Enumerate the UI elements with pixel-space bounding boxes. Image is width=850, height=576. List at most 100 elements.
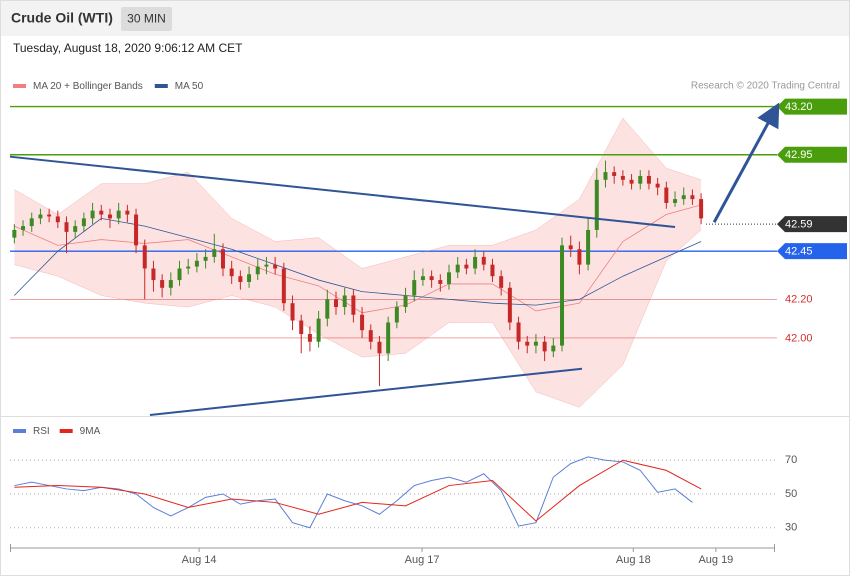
series-line [14,456,693,529]
level-box [777,216,847,233]
candle-body [264,264,269,267]
candle-body [525,341,530,346]
level-box [777,243,847,260]
candle-body [186,266,191,269]
candle-body [229,268,234,277]
candle-body [281,268,286,304]
candle-body [307,334,312,342]
bollinger-upper [14,117,702,269]
candle-body [612,172,617,176]
candle-body [603,172,608,180]
candle-body [620,175,625,180]
x-tick-label: Aug 17 [405,554,440,566]
candle-body [473,256,478,269]
candle-body [81,218,86,227]
level-label: 43.20 [785,101,813,113]
candle-body [38,214,43,219]
x-tick-label: Aug 19 [698,554,733,566]
level-label: 42.20 [785,294,813,306]
title: Crude Oil (WTI) [11,10,113,26]
candle-body [499,276,504,288]
legend-label: MA 20 + Bollinger Bands [33,81,143,92]
legend-label: RSI [33,426,50,437]
y-tick-label: 70 [785,454,797,466]
y-tick-label: 50 [785,488,797,500]
candle-body [412,280,417,296]
trendline [9,155,676,229]
credit: Research © 2020 Trading Central [691,81,840,92]
level-label: 42.00 [785,332,813,344]
candle-body [99,210,104,215]
level-box [777,146,847,163]
candle-body [316,318,321,342]
candle-body [447,272,452,284]
candle-body [551,345,556,352]
timeframe: 30 MIN [127,12,166,26]
candle-body [629,179,634,184]
candle-body [142,245,147,269]
candle-body [220,249,225,269]
candle-body [673,199,678,203]
candle-body [455,264,460,273]
candle-body [29,218,34,227]
candle-body [12,229,17,238]
candle-body [107,214,112,219]
candle-body [168,280,173,288]
candle-body [403,295,408,308]
bollinger-fill [14,118,702,408]
level-box [777,98,847,115]
candle-body [21,226,26,230]
candle-body [212,249,217,257]
candle-body [516,322,521,342]
candle-body [560,245,565,346]
candle-body [577,249,582,265]
candle-body [420,276,425,281]
candle-body [351,295,356,315]
projection-arrow [712,102,780,223]
candle-body [681,195,686,200]
candle-body [151,268,156,281]
candle-body [203,256,208,261]
candle-body [177,268,182,281]
level-label: 42.59 [785,219,813,231]
candle-body [568,245,573,250]
y-tick-label: 30 [785,522,797,534]
candle-body [47,214,52,217]
candle-body [481,256,486,265]
candle-body [342,295,347,308]
candle-body [429,276,434,281]
date: Tuesday, August 18, 2020 9:06:12 AM CET [13,41,243,55]
legend-label: 9MA [80,426,101,437]
candle-body [238,276,243,282]
candle-body [699,199,704,219]
candle-body [438,280,443,284]
legend-swatch [59,429,73,433]
trendline [149,367,583,416]
candle-body [247,274,252,282]
candle-body [333,299,338,308]
legend-swatch [13,429,26,433]
legend-label: MA 50 [175,81,204,92]
candle-body [125,210,130,215]
candle-body [490,264,495,277]
candle-body [507,287,512,323]
candle-body [655,183,660,188]
candle-body [273,264,278,269]
level-label: 42.45 [785,246,813,258]
x-tick-label: Aug 18 [616,554,651,566]
candle-body [255,266,260,275]
candle-body [664,187,669,203]
x-tick-label: Aug 14 [182,554,217,566]
candle-body [64,222,69,232]
candle-body [290,303,295,321]
candle-body [368,330,373,342]
level-label: 42.95 [785,149,813,161]
candle-body [55,216,60,223]
candle-body [533,341,538,346]
candle-body [325,299,330,319]
candle-body [638,175,643,184]
candle-body [160,280,165,288]
candle-body [116,210,121,219]
